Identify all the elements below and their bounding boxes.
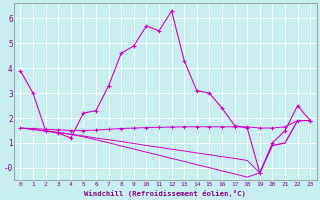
X-axis label: Windchill (Refroidissement éolien,°C): Windchill (Refroidissement éolien,°C) <box>84 190 246 197</box>
